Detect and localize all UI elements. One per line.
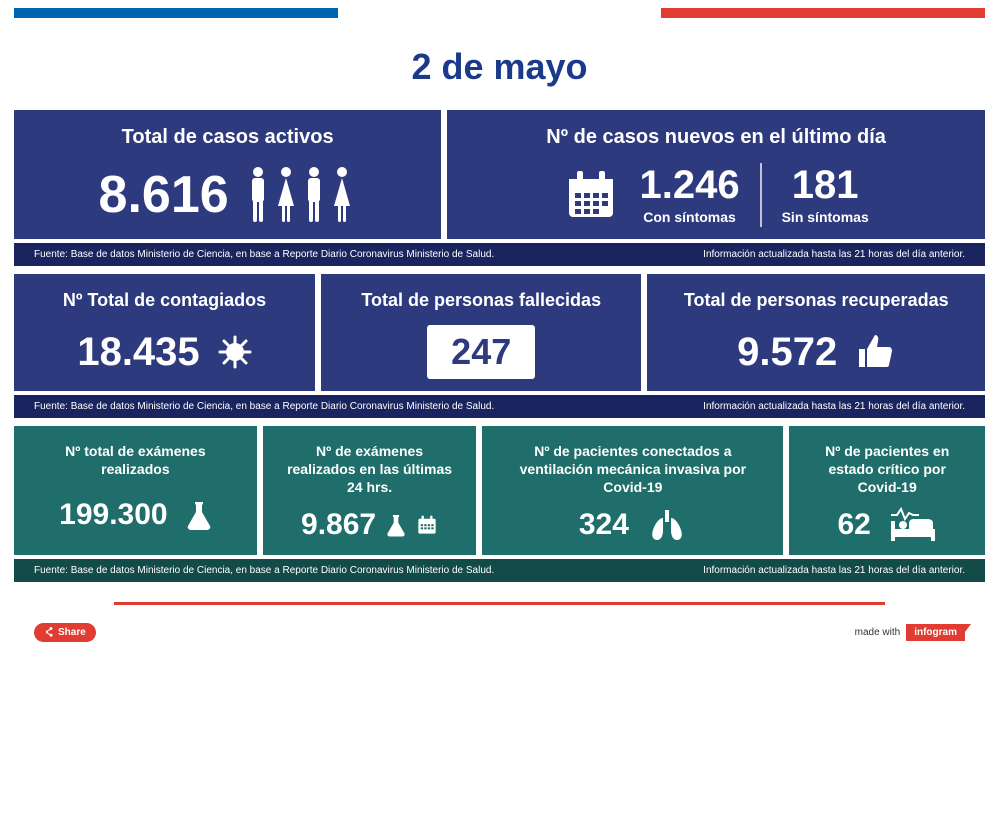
stripe-blue xyxy=(14,8,338,18)
share-label: Share xyxy=(58,627,86,638)
panel-title: Total de personas fallecidas xyxy=(341,290,621,311)
lungs-icon xyxy=(647,508,687,542)
panel-critical: Nº de pacientes en estado crítico por Co… xyxy=(789,426,985,555)
critical-value: 62 xyxy=(837,510,870,540)
panel-deaths: Total de personas fallecidas 247 xyxy=(321,274,641,391)
stripe-red xyxy=(661,8,985,18)
panel-infected: Nº Total de contagiados 18.435 xyxy=(14,274,315,391)
panel-title: Total de casos activos xyxy=(34,126,421,149)
row-middle: Nº Total de contagiados 18.435 xyxy=(14,274,985,391)
panel-title: Nº de pacientes en estado crítico por Co… xyxy=(809,442,965,497)
divider xyxy=(760,163,762,227)
tests-24h-value: 9.867 xyxy=(301,510,376,540)
share-icon xyxy=(44,627,54,637)
share-button[interactable]: Share xyxy=(34,623,96,642)
panel-title: Nº Total de contagiados xyxy=(34,290,295,311)
flask-icon xyxy=(386,513,406,537)
infogram-badge: infogram xyxy=(906,624,965,641)
active-cases-value: 8.616 xyxy=(99,169,229,221)
recovered-value: 9.572 xyxy=(737,332,837,372)
made-with-label: made with xyxy=(855,627,901,638)
panel-active-cases: Total de casos activos 8.616 xyxy=(14,110,441,239)
symptomatic-value: 1.246 xyxy=(639,165,739,205)
row-top: Total de casos activos 8.616 xyxy=(14,110,985,239)
bed-icon xyxy=(889,507,937,543)
people-icon xyxy=(247,164,357,226)
calendar-icon xyxy=(563,167,619,223)
made-with[interactable]: made with infogram xyxy=(855,624,965,641)
asymptomatic-block: 181 Sin síntomas xyxy=(782,165,869,225)
asymptomatic-value: 181 xyxy=(792,165,859,205)
panel-tests-total: Nº total de exámenes realizados 199.300 xyxy=(14,426,257,555)
ventilated-value: 324 xyxy=(579,510,629,540)
footer-row2: Fuente: Base de datos Ministerio de Cien… xyxy=(14,395,985,418)
panel-title: Total de personas recuperadas xyxy=(667,290,965,311)
update-text: Información actualizada hasta las 21 hor… xyxy=(703,401,965,412)
update-text: Información actualizada hasta las 21 hor… xyxy=(703,565,965,576)
dashboard: Total de casos activos 8.616 xyxy=(0,110,999,642)
top-stripe xyxy=(14,8,985,18)
panel-title: Nº de pacientes conectados a ventilación… xyxy=(502,442,763,497)
asymptomatic-label: Sin síntomas xyxy=(782,209,869,225)
symptomatic-label: Con síntomas xyxy=(643,209,736,225)
source-text: Fuente: Base de datos Ministerio de Cien… xyxy=(34,565,494,576)
panel-title: Nº de casos nuevos en el último día xyxy=(467,126,965,149)
footer-row1: Fuente: Base de datos Ministerio de Cien… xyxy=(14,243,985,266)
panel-tests-24h: Nº de exámenes realizados en las últimas… xyxy=(263,426,477,555)
panel-recovered: Total de personas recuperadas 9.572 xyxy=(647,274,985,391)
source-text: Fuente: Base de datos Ministerio de Cien… xyxy=(34,401,494,412)
stripe-white xyxy=(338,8,662,18)
footer-row3: Fuente: Base de datos Ministerio de Cien… xyxy=(14,559,985,582)
update-text: Información actualizada hasta las 21 hor… xyxy=(703,249,965,260)
bottom-bar: Share made with infogram xyxy=(14,605,985,642)
row-bottom: Nº total de exámenes realizados 199.300 … xyxy=(14,426,985,555)
panel-ventilated: Nº de pacientes conectados a ventilación… xyxy=(482,426,783,555)
panel-new-cases: Nº de casos nuevos en el último día xyxy=(447,110,985,239)
page-title: 2 de mayo xyxy=(0,46,999,88)
calendar-icon xyxy=(416,514,438,536)
thumbs-up-icon xyxy=(855,333,895,371)
virus-icon xyxy=(218,335,252,369)
infected-value: 18.435 xyxy=(77,332,199,372)
panel-title: Nº total de exámenes realizados xyxy=(34,442,237,478)
flask-icon xyxy=(186,500,212,530)
source-text: Fuente: Base de datos Ministerio de Cien… xyxy=(34,249,494,260)
symptomatic-block: 1.246 Con síntomas xyxy=(639,165,739,225)
tests-total-value: 199.300 xyxy=(59,500,167,530)
deaths-value: 247 xyxy=(427,325,535,379)
panel-title: Nº de exámenes realizados en las últimas… xyxy=(283,442,457,497)
